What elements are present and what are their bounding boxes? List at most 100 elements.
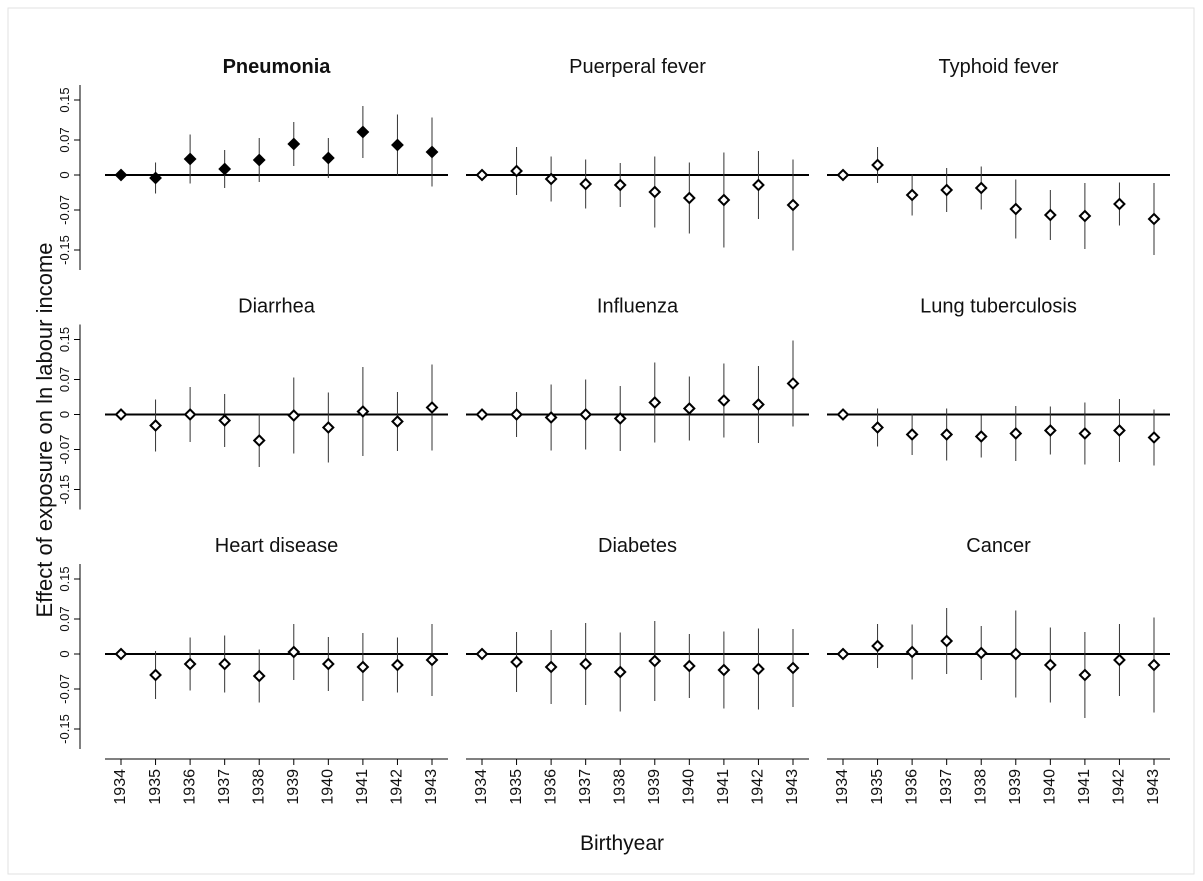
point xyxy=(1113,424,1126,437)
x-tick-label: 1934 xyxy=(473,769,490,805)
point xyxy=(475,647,489,661)
point xyxy=(510,408,523,421)
y-tick-label: -0.15 xyxy=(57,475,72,505)
x-tick-label: 1940 xyxy=(320,769,337,805)
point xyxy=(905,188,919,202)
panel-title: Pneumonia xyxy=(223,56,332,78)
point xyxy=(321,421,335,434)
frame xyxy=(7,7,1195,875)
point xyxy=(940,428,954,441)
point xyxy=(475,408,489,421)
point xyxy=(752,398,765,411)
point xyxy=(252,153,266,167)
x-axis-label: Birthyear xyxy=(580,832,664,855)
point xyxy=(836,168,850,182)
point xyxy=(425,401,439,414)
point xyxy=(905,645,919,659)
point xyxy=(149,419,162,432)
point xyxy=(717,193,731,207)
x-tick-label: 1936 xyxy=(542,769,559,805)
point xyxy=(544,660,558,674)
y-tick-label: -0.07 xyxy=(57,674,72,704)
panel-title: Cancer xyxy=(966,535,1031,557)
point xyxy=(1009,427,1023,440)
point xyxy=(648,396,662,409)
point xyxy=(149,668,162,682)
point xyxy=(183,657,197,671)
point xyxy=(510,164,523,178)
x-tick-label: 1934 xyxy=(112,769,129,805)
y-tick-label: 0 xyxy=(57,411,72,418)
y-tick-label: -0.07 xyxy=(57,195,72,225)
point xyxy=(974,181,988,195)
point xyxy=(717,663,731,677)
point xyxy=(218,657,232,671)
point xyxy=(356,660,370,674)
point xyxy=(1009,647,1023,661)
point xyxy=(613,665,627,679)
point xyxy=(475,168,489,182)
x-tick-label: 1939 xyxy=(1007,769,1024,805)
point xyxy=(717,394,731,407)
point xyxy=(544,172,558,186)
point xyxy=(391,138,404,152)
x-tick-label: 1935 xyxy=(508,769,525,805)
point xyxy=(871,421,884,434)
point xyxy=(940,183,954,197)
point xyxy=(1043,658,1057,672)
point xyxy=(613,178,627,192)
x-tick-label: 1940 xyxy=(1042,769,1059,805)
point xyxy=(1147,212,1161,226)
point xyxy=(905,428,919,441)
point xyxy=(287,137,301,151)
point xyxy=(974,430,988,443)
x-tick-label: 1939 xyxy=(285,769,302,805)
point xyxy=(252,434,266,447)
x-tick-label: 1938 xyxy=(611,769,628,805)
panel-title: Influenza xyxy=(597,296,679,318)
point xyxy=(183,152,197,166)
point xyxy=(786,661,800,675)
x-tick-label: 1935 xyxy=(147,769,164,805)
panel-title: Diabetes xyxy=(598,535,677,557)
panel-title: Diarrhea xyxy=(238,296,316,318)
point xyxy=(1078,427,1092,440)
y-tick-label: 0.15 xyxy=(57,87,72,112)
x-tick-label: 1943 xyxy=(1145,769,1162,805)
panel-title: Typhoid fever xyxy=(938,56,1058,78)
point xyxy=(682,191,696,205)
point xyxy=(1113,197,1126,211)
x-tick-label: 1937 xyxy=(577,769,594,805)
point xyxy=(356,125,370,139)
point xyxy=(425,653,439,667)
point xyxy=(183,408,197,421)
point xyxy=(648,185,662,199)
x-tick-label: 1941 xyxy=(1076,769,1093,805)
point xyxy=(1043,424,1057,437)
point xyxy=(321,151,335,165)
x-tick-label: 1937 xyxy=(216,769,233,805)
point xyxy=(510,655,523,669)
point xyxy=(1009,202,1023,216)
x-tick-label: 1936 xyxy=(903,769,920,805)
point xyxy=(218,414,232,427)
point xyxy=(391,658,404,672)
y-tick-label: 0.15 xyxy=(57,327,72,352)
x-tick-label: 1935 xyxy=(869,769,886,805)
point xyxy=(425,145,439,159)
point xyxy=(786,377,800,390)
x-tick-label: 1940 xyxy=(681,769,698,805)
x-tick-label: 1942 xyxy=(389,769,406,805)
y-tick-label: 0.15 xyxy=(57,566,72,591)
x-tick-label: 1943 xyxy=(423,769,440,805)
x-tick-label: 1942 xyxy=(1111,769,1128,805)
point xyxy=(544,411,558,424)
x-tick-label: 1941 xyxy=(715,769,732,805)
point xyxy=(287,409,301,422)
point xyxy=(114,647,128,661)
point xyxy=(252,669,266,683)
point xyxy=(391,415,404,428)
point xyxy=(752,178,765,192)
panel-title: Heart disease xyxy=(215,535,338,557)
